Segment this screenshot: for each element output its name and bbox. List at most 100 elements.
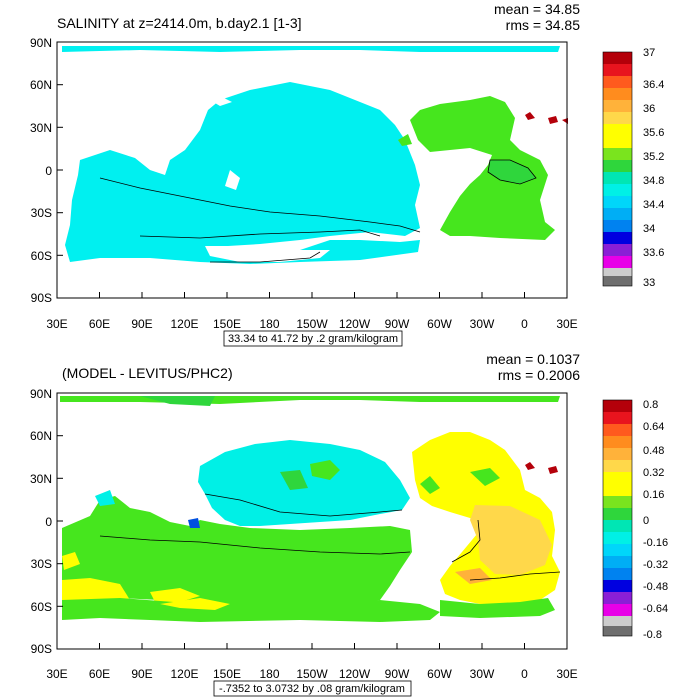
colorbar-label: 0: [643, 515, 649, 527]
y-axis: 90N 60N 30N 0 30S 60S 90S: [30, 387, 63, 656]
y-tick-label: 60S: [31, 600, 52, 614]
colorbar-segment: [603, 448, 632, 460]
y-tick-label: 30S: [31, 206, 52, 220]
colorbar-segment: [603, 580, 632, 592]
x-tick-label: 120W: [339, 317, 371, 331]
colorbar-segment: [603, 496, 632, 508]
colorbar-label: 0.48: [643, 445, 664, 457]
y-tick-label: 0: [45, 515, 52, 529]
x-tick-label: 90W: [385, 667, 410, 681]
pacific-indian-region: [65, 82, 420, 264]
colorbar-label: 33.6: [643, 247, 664, 259]
range-info-box: [213, 680, 412, 697]
colorbar-segment: [603, 124, 632, 136]
x-axis: 30E 60E 90E 120E 150E 180 150W 120W 90W …: [46, 643, 578, 681]
colorbar-label: -0.48: [643, 581, 668, 593]
x-tick-label: 120E: [170, 667, 198, 681]
colorbar-segment: [603, 626, 632, 636]
colorbar-label: -0.32: [643, 559, 668, 571]
colorbar-label: 36.4: [643, 79, 664, 91]
x-tick-label: 90E: [131, 317, 152, 331]
y-tick-label: 0: [45, 164, 52, 178]
colorbar-segment: [603, 88, 632, 100]
x-tick-label: 60W: [427, 667, 452, 681]
rms-label: rms = 34.85: [506, 17, 581, 33]
colorbar-segment: [603, 76, 632, 88]
colorbar-segment: [603, 172, 632, 184]
colorbar-segment: [603, 136, 632, 148]
colorbar-label: 34: [643, 223, 655, 235]
y-tick-label: 30N: [30, 121, 52, 135]
x-tick-label: 30E: [556, 317, 577, 331]
x-tick-label: 120W: [339, 667, 371, 681]
colorbar-label: 34.8: [643, 175, 664, 187]
colorbar-label: 34.4: [643, 199, 664, 211]
x-tick-label: 180: [259, 317, 279, 331]
x-axis: 30E 60E 90E 120E 150E 180 150W 120W 90W …: [46, 292, 578, 331]
y-tick-label: 60S: [31, 249, 52, 263]
colorbar-segment: [603, 148, 632, 160]
colorbar-segment: [603, 412, 632, 424]
colorbar-segment: [603, 276, 632, 286]
x-tick-label: 30W: [470, 317, 495, 331]
y-tick-label: 90S: [31, 291, 52, 305]
range-info-text: 33.34 to 41.72 by .2 gram/kilogram: [228, 333, 398, 345]
colorbar-segment: [603, 400, 632, 412]
mediterranean-region: [525, 112, 535, 120]
colorbar-segment: [603, 460, 632, 472]
x-tick-label: 30E: [46, 317, 67, 331]
colorbar-label: 36: [643, 103, 655, 115]
x-tick-label: 60W: [427, 317, 452, 331]
colorbar-label: -0.8: [643, 629, 662, 641]
colorbar-segment: [603, 208, 632, 220]
south-green-region: [62, 496, 412, 606]
colorbar-segment: [603, 604, 632, 616]
colorbar-label: -0.16: [643, 537, 668, 549]
colorbar-label: 33: [643, 277, 655, 289]
colorbar-segment: [603, 436, 632, 448]
colorbar-label: 35.6: [643, 127, 664, 139]
x-tick-label: 60E: [89, 317, 110, 331]
mediterranean-region: [525, 462, 535, 470]
x-tick-label: 0: [521, 317, 528, 331]
colorbar-segment: [603, 520, 632, 532]
colorbar: 33 33.6 34 34.4 34.8 35.2 35.6 36 36.4 3…: [602, 47, 664, 289]
colorbar-segment: [603, 52, 632, 64]
range-info-text: -.7352 to 3.0732 by .08 gram/kilogram: [219, 683, 405, 695]
colorbar-segment: [603, 592, 632, 604]
mean-label: mean = 0.1037: [486, 351, 580, 367]
colorbar: -0.8 -0.64 -0.48 -0.32 -0.16 0 0.16 0.32…: [602, 399, 668, 641]
salinity-map: [62, 46, 568, 264]
x-tick-label: 30E: [46, 667, 67, 681]
y-tick-label: 30S: [31, 557, 52, 571]
x-tick-label: 30W: [470, 667, 495, 681]
colorbar-label: 0.8: [643, 399, 658, 411]
colorbar-label: 35.2: [643, 151, 664, 163]
y-tick-label: 90N: [30, 387, 52, 401]
colorbar-segment: [603, 544, 632, 556]
x-tick-label: 90W: [385, 317, 410, 331]
difference-panel: (MODEL - LEVITUS/PHC2) mean = 0.1037 rms…: [30, 351, 668, 697]
colorbar-segment: [603, 424, 632, 436]
colorbar-label: 37: [643, 47, 655, 59]
x-tick-label: 30E: [556, 667, 577, 681]
colorbar-segment: [603, 196, 632, 208]
rms-label: rms = 0.2006: [498, 367, 580, 383]
colorbar-segment: [603, 184, 632, 196]
colorbar-label: 0.16: [643, 489, 664, 501]
colorbar-label: 0.64: [643, 421, 664, 433]
salinity-panel: SALINITY at z=2414.0m, b.day2.1 [1-3] me…: [30, 1, 664, 347]
range-info-box: [223, 330, 403, 347]
y-tick-label: 90N: [30, 36, 52, 50]
colorbar-segment: [603, 220, 632, 232]
atlantic-region: [410, 96, 555, 240]
y-axis: 90N 60N 30N 0 30S 60S 90S: [30, 36, 63, 305]
x-tick-label: 120E: [170, 317, 198, 331]
colorbar-segment: [603, 232, 632, 244]
colorbar-label: -0.64: [643, 603, 668, 615]
y-tick-label: 30N: [30, 472, 52, 486]
colorbar-segment: [603, 568, 632, 580]
x-tick-label: 90E: [131, 667, 152, 681]
arctic-ocean-region: [60, 396, 560, 404]
